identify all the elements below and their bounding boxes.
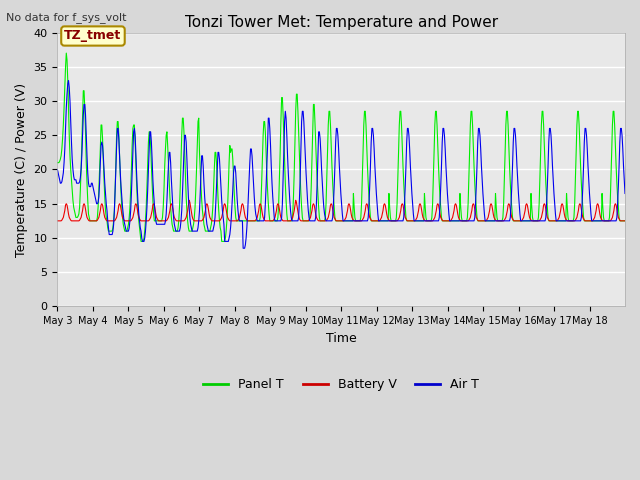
X-axis label: Time: Time — [326, 332, 356, 345]
Line: Panel T: Panel T — [58, 53, 625, 241]
Battery V — [225, 217, 233, 223]
Air T — [254, 218, 262, 224]
Air T — [433, 218, 441, 224]
Panel T — [226, 143, 234, 148]
Air T — [65, 78, 72, 84]
Line: Air T: Air T — [58, 81, 625, 248]
Air T — [621, 191, 629, 196]
Battery V — [275, 202, 282, 208]
Line: Battery V: Battery V — [58, 200, 625, 221]
Panel T — [54, 160, 61, 166]
Air T — [239, 245, 247, 251]
Legend: Panel T, Battery V, Air T: Panel T, Battery V, Air T — [198, 373, 484, 396]
Y-axis label: Temperature (C) / Power (V): Temperature (C) / Power (V) — [15, 83, 28, 256]
Panel T — [137, 239, 145, 244]
Panel T — [254, 218, 262, 224]
Battery V — [433, 208, 440, 214]
Panel T — [63, 50, 70, 56]
Title: Tonzi Tower Met: Temperature and Power: Tonzi Tower Met: Temperature and Power — [184, 15, 498, 30]
Battery V — [401, 211, 408, 217]
Panel T — [276, 177, 284, 183]
Panel T — [621, 218, 629, 224]
Battery V — [54, 218, 61, 224]
Text: No data for f_sys_volt: No data for f_sys_volt — [6, 12, 127, 23]
Air T — [276, 218, 284, 224]
Battery V — [253, 215, 261, 220]
Panel T — [121, 228, 129, 234]
Battery V — [120, 217, 128, 223]
Panel T — [433, 122, 441, 128]
Air T — [401, 184, 409, 190]
Air T — [54, 167, 61, 172]
Battery V — [186, 197, 193, 203]
Text: TZ_tmet: TZ_tmet — [65, 29, 122, 43]
Battery V — [621, 218, 629, 224]
Panel T — [401, 204, 409, 210]
Air T — [225, 235, 233, 241]
Air T — [121, 221, 129, 227]
